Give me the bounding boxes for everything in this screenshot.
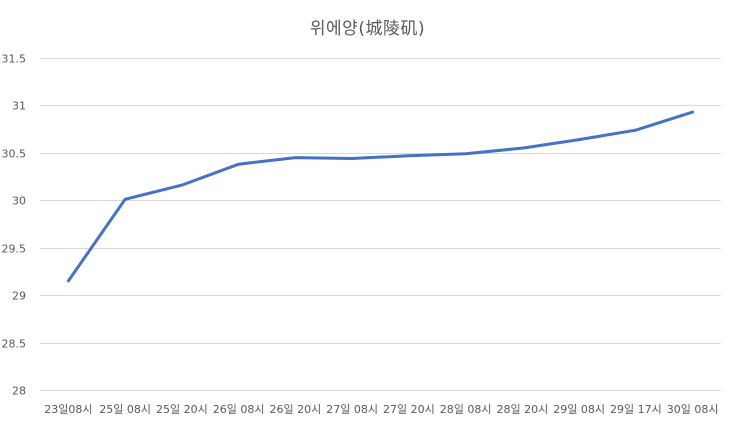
x-tick-label: 25일 20시	[156, 402, 208, 416]
y-tick-label: 31.5	[2, 53, 27, 66]
x-tick-label: 27일 08시	[326, 402, 378, 416]
y-tick-label: 28.5	[2, 338, 27, 351]
x-tick-label: 27일 20시	[383, 402, 435, 416]
x-axis: 23일08시 25일 08시 25일 20시 26일 08시 26일 20시 27일 08…	[44, 402, 718, 416]
y-tick-label: 31	[12, 100, 26, 113]
x-tick-label: 29일 08시	[553, 402, 605, 416]
y-tick-label: 28	[12, 385, 26, 398]
x-tick-label: 29일 17시	[610, 402, 662, 416]
x-tick-label: 28일 08시	[440, 402, 492, 416]
x-tick-label: 25일 08시	[99, 402, 151, 416]
y-tick-label: 30	[12, 195, 26, 208]
grid-lines	[40, 58, 721, 391]
series-line-0	[66, 110, 695, 283]
x-tick-label: 26일 08시	[213, 402, 265, 416]
x-tick-label: 30일 08시	[667, 402, 719, 416]
x-tick-label: 26일 20시	[270, 402, 322, 416]
chart-title: 위에양(城陵矶)	[309, 19, 426, 39]
series-layer	[66, 110, 695, 283]
y-tick-label: 30.5	[2, 148, 27, 161]
y-axis: 28 28.5 29 29.5 30 30.5 31 31.5	[2, 53, 27, 398]
x-tick-label: 28일 20시	[497, 402, 549, 416]
y-tick-label: 29	[12, 290, 26, 303]
x-tick-label: 23일08시	[44, 402, 92, 416]
y-tick-label: 29.5	[2, 243, 27, 256]
